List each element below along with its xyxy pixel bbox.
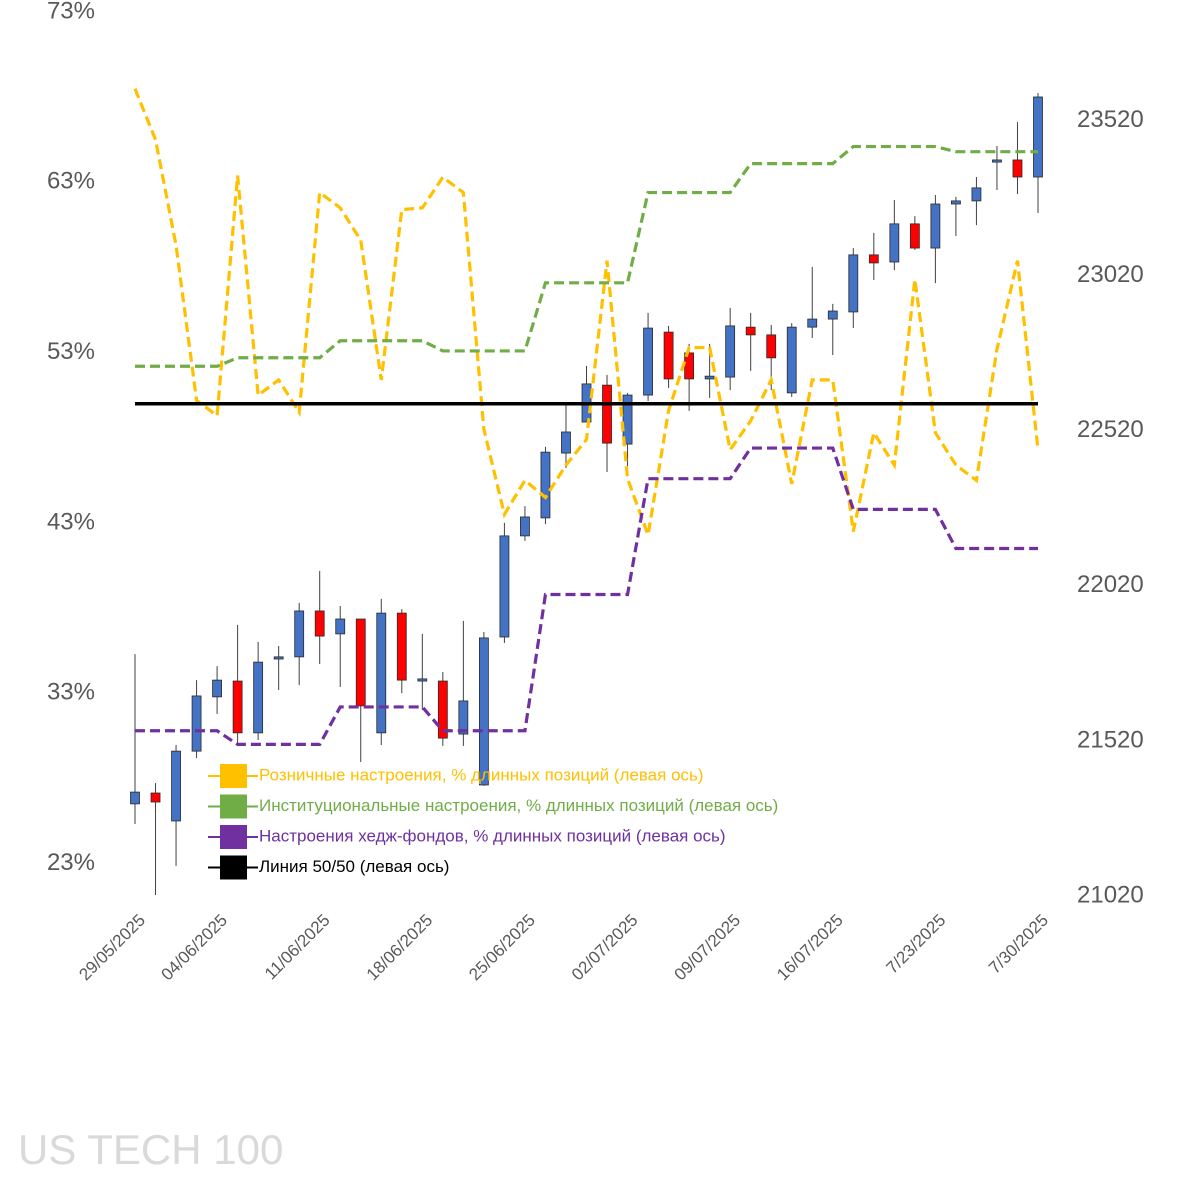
candle-body: [622, 394, 633, 445]
candle-body: [992, 159, 1002, 163]
candle-body: [191, 695, 202, 752]
candle-body: [1033, 96, 1043, 178]
x-tick-label: 29/05/2025: [75, 911, 149, 985]
candle-body: [889, 223, 900, 263]
candle-body: [909, 223, 920, 249]
legend-swatch: [220, 794, 247, 819]
sentiment-line: [135, 144, 1038, 368]
y2-tick-label: 21520: [1077, 726, 1144, 753]
y-tick-label: 33%: [47, 679, 95, 706]
candle-body: [314, 610, 325, 637]
y2-tick-label: 22520: [1077, 416, 1144, 443]
legend-swatch: [220, 825, 247, 849]
y-tick-label: 23%: [47, 849, 95, 876]
candle-body: [478, 637, 489, 786]
x-tick-label: 02/07/2025: [568, 911, 642, 985]
candle-body: [499, 535, 510, 638]
x-tick-label: 7/30/2025: [985, 911, 1052, 978]
legend-label: Розничные настроения, % длинных позиций …: [259, 765, 704, 784]
candle-body: [335, 618, 346, 635]
candle-body: [663, 331, 674, 380]
x-tick-label: 25/06/2025: [465, 911, 539, 985]
y2-tick-label: 23020: [1077, 261, 1144, 288]
candle-body: [725, 325, 736, 378]
x-tick-label: 16/07/2025: [773, 911, 847, 985]
candle-body: [1012, 159, 1023, 178]
legend-swatch: [220, 855, 247, 880]
candle-body: [684, 352, 695, 380]
x-tick-label: 7/23/2025: [882, 911, 949, 978]
x-tick-label: 04/06/2025: [157, 911, 231, 985]
candle-body: [294, 610, 305, 658]
x-tick-label: 09/07/2025: [671, 911, 745, 985]
candle-body: [848, 254, 859, 313]
legend-swatch: [220, 764, 247, 788]
chart-title: US TECH 100: [18, 1126, 283, 1173]
candle-body: [643, 327, 653, 396]
candle-body: [130, 791, 140, 805]
candle-body: [766, 334, 777, 359]
candle-body: [253, 661, 264, 734]
sentiment-line: [135, 446, 1038, 747]
candle-body: [232, 680, 243, 734]
y2-tick-label: 22020: [1077, 571, 1144, 598]
x-tick-label: 11/06/2025: [261, 911, 334, 984]
candle-body: [561, 431, 571, 454]
candle-body: [355, 618, 366, 707]
legend-label: Настроения хедж-фондов, % длинных позици…: [259, 826, 726, 845]
candle-body: [458, 700, 469, 735]
candle-body: [376, 612, 387, 734]
candle-body: [437, 680, 448, 739]
candle-body: [520, 516, 530, 537]
y-tick-label: 63%: [47, 168, 95, 195]
candle-body: [396, 612, 407, 681]
y-tick-label: 43%: [47, 508, 95, 535]
candle-body: [540, 451, 551, 519]
candle-body: [745, 326, 756, 336]
sentiment-line: [133, 88, 1040, 542]
candle-body: [827, 310, 838, 320]
candle-body: [417, 678, 428, 682]
y2-tick-label: 21020: [1077, 881, 1144, 908]
candle-body: [171, 750, 181, 822]
candle-body: [930, 203, 941, 249]
x-tick-label: 18/06/2025: [363, 911, 437, 985]
candle-body: [704, 375, 715, 380]
candle-body: [273, 656, 284, 660]
candle-body: [971, 187, 982, 202]
candle-body: [786, 326, 797, 394]
candle-body: [868, 254, 879, 264]
legend-label: Линия 50/50 (левая ось): [259, 857, 449, 876]
candle-body: [212, 679, 222, 698]
candle-body: [951, 200, 961, 205]
y-tick-label: 73%: [47, 0, 95, 24]
candle-body: [602, 384, 612, 444]
y-tick-label: 53%: [47, 338, 95, 365]
y2-tick-label: 23520: [1077, 106, 1144, 133]
candle-body: [150, 792, 161, 803]
legend-label: Институциональные настроения, % длинных …: [259, 796, 778, 815]
candle-body: [807, 318, 818, 328]
